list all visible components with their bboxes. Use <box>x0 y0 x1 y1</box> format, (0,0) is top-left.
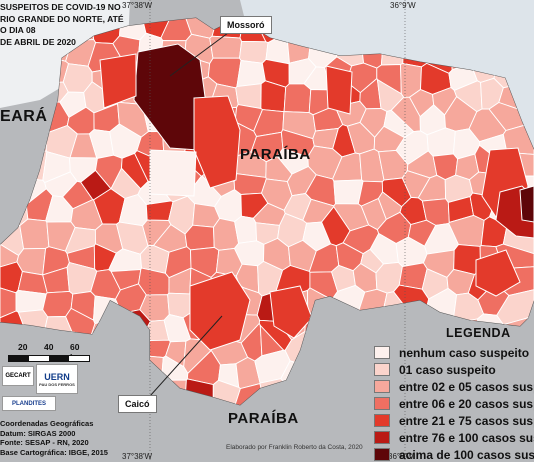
meta-line: Base Cartográfica: IBGE, 2015 <box>0 447 108 457</box>
legend-item: entre 02 e 05 casos suspeitos <box>374 378 534 395</box>
municipality <box>329 306 352 343</box>
municipality <box>309 335 335 362</box>
title-line: RIO GRANDE DO NORTE, ATÉ O DIA 08 <box>0 13 124 36</box>
legend-swatch <box>374 380 390 393</box>
municipality-macau <box>325 65 353 115</box>
municipality <box>17 150 48 181</box>
state-label-paraiba-west: PARAÍBA <box>240 146 311 163</box>
gecart-logo-text: GECART <box>5 373 31 379</box>
municipality <box>234 215 258 244</box>
municipality <box>154 379 187 405</box>
legend-item: entre 76 e 100 casos suspeitos <box>374 429 534 446</box>
municipality-caico <box>189 271 251 351</box>
legend-label: entre 02 e 05 casos suspeitos <box>399 379 534 394</box>
coord-label-bottom-right: 36°9'W <box>388 452 414 461</box>
municipality <box>15 289 47 313</box>
legend-swatch <box>374 414 390 427</box>
gecart-logo: GECART <box>2 366 34 386</box>
municipality-south-coast <box>475 249 521 297</box>
municipality <box>114 329 142 361</box>
callout-mossoro: Mossoró <box>220 16 272 34</box>
plandites-logo-text: PLANDITES <box>11 400 46 407</box>
municipality <box>0 152 20 184</box>
municipality <box>0 176 25 203</box>
legend-swatch <box>374 363 390 376</box>
map-title: SUSPEITOS DE COVID-19 NO RIO GRANDE DO N… <box>0 2 128 48</box>
title-line: DE ABRIL DE 2020 <box>0 36 76 47</box>
legend-label: entre 76 e 100 casos suspeitos <box>399 430 534 445</box>
uern-logo-text: UERN <box>44 371 70 382</box>
municipality <box>375 318 405 345</box>
scale-label: 20 <box>18 342 28 352</box>
legend-swatch <box>374 431 390 444</box>
state-label-ceara: CEARÁ <box>0 108 48 125</box>
meta-line: Datum: SIRGAS 2000 <box>0 428 76 438</box>
legend-swatch <box>374 448 390 461</box>
legend-label: 01 caso suspeito <box>399 362 496 377</box>
legend-item: nenhum caso suspeito <box>374 344 534 361</box>
municipality <box>0 198 29 227</box>
uern-logo-subtext: PAU DOS FERROS <box>39 381 75 387</box>
municipality-grossos <box>99 53 137 109</box>
legend-label: nenhum caso suspeito <box>399 345 530 360</box>
municipality-no-case <box>149 149 197 197</box>
municipality <box>239 40 269 64</box>
municipality <box>303 356 334 388</box>
title-backdrop <box>0 0 130 108</box>
municipality-currais-novos <box>269 285 313 339</box>
map-credit: Elaborado por Franklin Roberto da Costa,… <box>226 444 363 451</box>
municipality <box>110 357 146 390</box>
map-metadata: Coordenadas Geográficas Datum: SIRGAS 20… <box>0 419 108 457</box>
municipality <box>184 224 215 251</box>
meta-line: Fonte: SESAP - RN, 2020 <box>0 438 89 447</box>
legend-item: entre 21 e 75 casos suspeitos <box>374 412 534 429</box>
meta-line: Coordenadas Geográficas <box>0 419 94 428</box>
municipality <box>19 218 50 250</box>
scale-label: 40 <box>44 342 54 352</box>
municipality-natal <box>519 185 534 223</box>
scale-bar-graphic <box>8 355 90 362</box>
legend-label: entre 21 e 75 casos suspeitos <box>399 413 534 428</box>
legend-item: 01 caso suspeito <box>374 361 534 378</box>
municipality <box>182 378 214 405</box>
coord-label-top-right: 36°9'W <box>390 1 416 10</box>
plandites-logo: PLANDITES <box>2 396 56 411</box>
municipality <box>89 333 118 365</box>
municipality <box>89 362 120 393</box>
municipality-acu <box>193 95 241 189</box>
legend-item: entre 06 e 20 casos suspeitos <box>374 395 534 412</box>
legend: nenhum caso suspeito 01 caso suspeito entr… <box>374 344 534 462</box>
legend-label: acima de 100 casos suspeitos <box>399 447 534 462</box>
leader-line-caico <box>149 315 223 397</box>
municipality <box>236 59 266 88</box>
leader-line-mossoro <box>169 29 233 77</box>
legend-item: acima de 100 casos suspeitos <box>374 446 534 462</box>
municipality <box>0 131 17 157</box>
municipality <box>349 309 377 341</box>
legend-title: LEGENDA <box>446 326 511 340</box>
municipality <box>283 83 312 114</box>
municipality <box>233 173 267 195</box>
legend-swatch <box>374 397 390 410</box>
municipality <box>209 35 243 59</box>
callout-caico: Caicó <box>118 395 157 413</box>
legend-label: entre 06 e 20 casos suspeitos <box>399 396 534 411</box>
state-label-paraiba-south: PARAÍBA <box>228 410 299 427</box>
municipality <box>321 357 357 391</box>
municipality <box>137 354 164 385</box>
coord-label-bottom-left: 37°38'W <box>122 452 153 461</box>
municipality <box>14 127 47 157</box>
municipality <box>402 310 429 341</box>
legend-swatch <box>374 346 390 359</box>
title-line: SUSPEITOS DE COVID-19 NO <box>0 2 121 12</box>
uern-logo: UERN PAU DOS FERROS <box>36 364 78 394</box>
municipality <box>332 336 365 370</box>
coord-label-top-left: 37°38'W <box>122 1 153 10</box>
